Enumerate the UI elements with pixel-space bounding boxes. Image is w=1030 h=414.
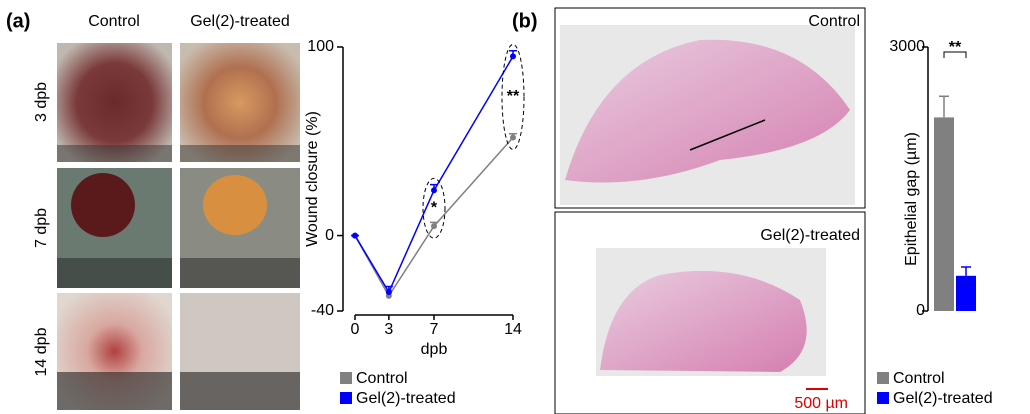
row-label: 7 dpb [33,208,50,248]
x-axis-label: dpb [421,341,448,358]
legend-label: Gel(2)-treated [356,390,456,407]
y-tick-label: 0 [916,302,925,319]
legend-label: Control [356,370,408,387]
legend-swatch [340,392,352,404]
legend-swatch [877,372,889,384]
panel-label: (b) [512,10,538,32]
row-label: 14 dpb [33,327,50,376]
panel-label: (a) [6,10,30,32]
histology-images [554,7,866,414]
x-tick-label: 7 [430,321,439,338]
y-tick-label: 3000 [889,38,925,55]
significance-label: ** [949,39,962,56]
scale-bar-label: 500 µm [794,395,848,412]
bar [934,117,954,312]
significance-label: ** [507,88,520,105]
legend-label: Gel(2)-treated [893,390,993,407]
point [431,223,437,230]
row-label: 3 dpb [33,82,50,122]
image-label: Control [808,13,860,30]
point [510,134,516,141]
significance-ellipse [501,43,525,151]
bar [956,275,976,311]
line [354,137,514,298]
wound-photos [57,43,300,410]
image-label: Gel(2)-treated [760,227,860,244]
x-tick-label: 0 [351,321,360,338]
column-label: Control [88,13,140,30]
point [352,232,358,239]
x-tick-label: 3 [384,321,393,338]
y-tick-label: 0 [325,227,334,244]
significance-ellipse [422,177,446,239]
y-tick-label: -40 [311,302,334,319]
error-bar [961,266,971,276]
x-tick-label: 14 [504,321,522,338]
legend-swatch [340,372,352,384]
line [354,56,514,294]
column-label: Gel(2)-treated [190,13,290,30]
significance-bracket [943,51,967,58]
y-axis-label: Epithelial gap (µm) [903,132,920,266]
y-tick-label: 100 [307,38,334,55]
error-bar [939,95,949,118]
point [431,187,437,194]
point [385,289,392,296]
point [510,53,516,60]
legend-label: Control [893,370,945,387]
legend-swatch [877,392,889,404]
y-axis-label: Wound closure (%) [304,111,321,247]
significance-label: * [431,199,438,216]
